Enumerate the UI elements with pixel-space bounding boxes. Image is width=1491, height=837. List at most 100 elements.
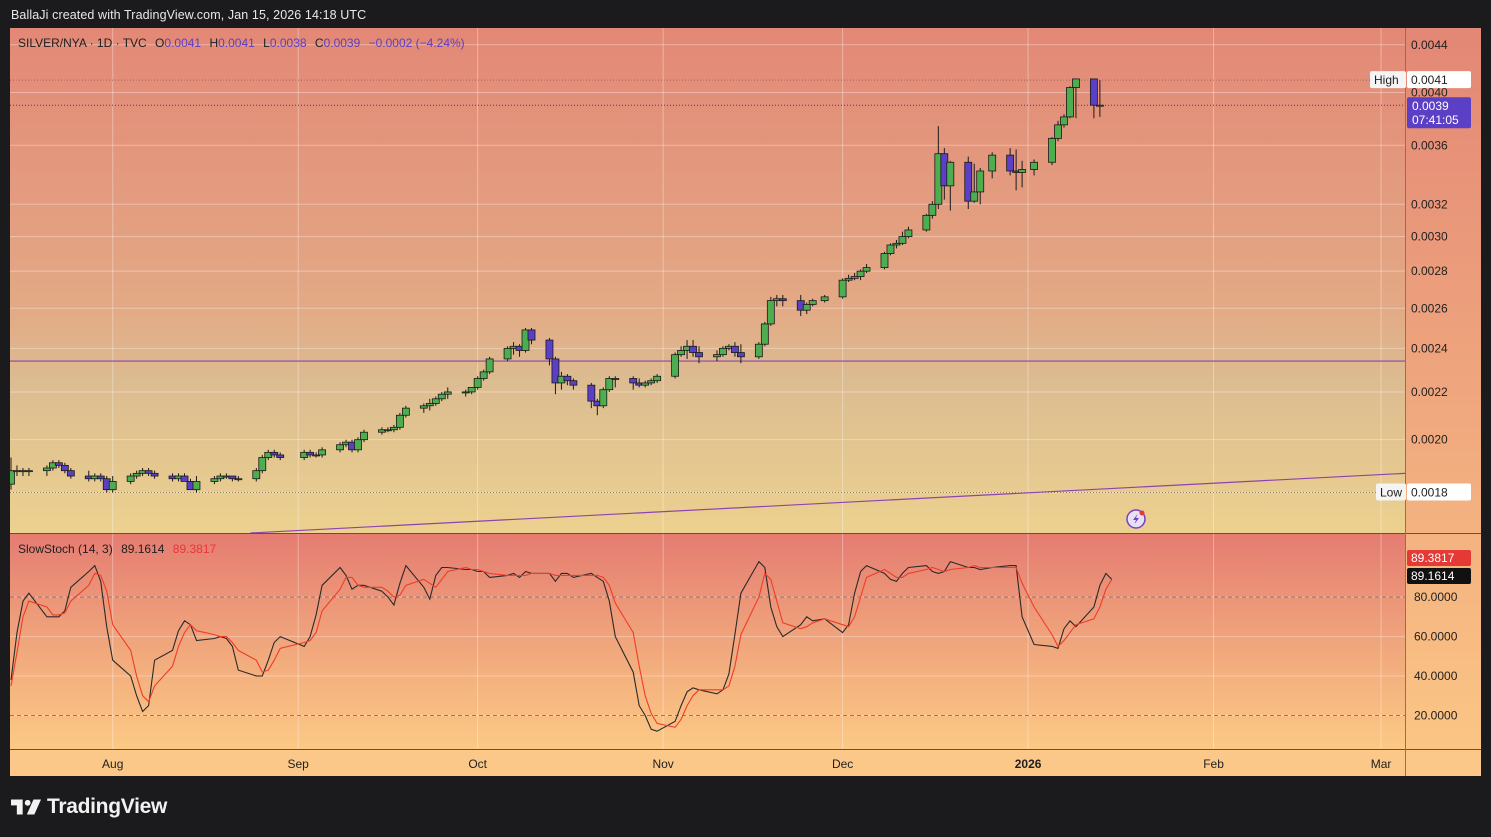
candle-body <box>234 478 243 481</box>
low-tag-text: Low <box>1380 485 1402 499</box>
candle-body <box>384 429 392 432</box>
candle-body <box>180 475 189 482</box>
candle-body <box>653 375 662 382</box>
tradingview-brand[interactable]: TradingView <box>11 795 167 819</box>
stoch-d-value: 89.3817 <box>172 542 217 556</box>
candle-body <box>306 451 315 456</box>
tradingview-logo-icon <box>11 799 41 815</box>
candle-body <box>431 398 440 404</box>
candle-body <box>922 214 931 231</box>
time-axis-label: Dec <box>832 757 853 771</box>
price-axis-label: 0.0036 <box>1411 138 1448 152</box>
price-axis-label: 0.0024 <box>1411 341 1448 355</box>
candle-body <box>395 414 404 428</box>
low-value: L0.0038 <box>263 36 307 50</box>
candle-body <box>892 242 901 246</box>
candle-body <box>354 439 362 451</box>
candle-body <box>312 454 321 457</box>
candle-body <box>10 470 15 485</box>
drawing-lines <box>10 79 1406 534</box>
stoch-axis-label: 40.0000 <box>1414 669 1458 683</box>
candle-body <box>964 161 973 202</box>
candle-body <box>856 270 865 277</box>
candle-body <box>126 475 135 482</box>
candle-body <box>629 378 638 384</box>
stoch-axis-label: 80.0000 <box>1414 590 1458 604</box>
candle-body <box>904 229 913 238</box>
stoch-axis-label: 60.0000 <box>1414 630 1458 644</box>
candle-body <box>503 347 512 360</box>
high-tag-box <box>1370 71 1406 89</box>
symbol-label[interactable]: SILVER/NYA · 1D · TVC <box>18 36 147 50</box>
candle-body <box>108 481 117 491</box>
time-axis-label: Sep <box>287 757 309 771</box>
time-axis-label: Mar <box>1371 757 1392 771</box>
candle-body <box>563 375 572 382</box>
time-axis-label: 2026 <box>1015 757 1042 771</box>
low-tag-box <box>1376 483 1406 501</box>
candle-body <box>1060 116 1068 126</box>
candle-body <box>1006 154 1015 172</box>
candles <box>10 78 1104 493</box>
candle-body <box>461 391 470 394</box>
price-axis-label: 0.0020 <box>1411 433 1448 447</box>
candle-body <box>390 426 398 431</box>
stoch-legend: SlowStoch (14, 3) 89.1614 89.3817 <box>18 542 221 556</box>
chart-frame[interactable]: Aug Sep Oct Nov Dec 2026 Feb Mar 0.0044 0.0040 0.0… <box>10 28 1481 776</box>
brand-name: TradingView <box>47 795 168 818</box>
stoch-pane-bg <box>10 534 1405 749</box>
candle-body <box>1089 78 1098 106</box>
price-axis-label: 0.0026 <box>1411 301 1448 315</box>
candle-body <box>970 191 979 202</box>
candle-body <box>569 380 578 386</box>
candle-body <box>689 345 697 353</box>
price-axis-label: 0.0022 <box>1411 385 1448 399</box>
candle-body <box>976 170 985 193</box>
stoch-k-value: 89.1614 <box>121 542 165 556</box>
stoch-d-line <box>10 565 1113 728</box>
candle-body <box>862 267 871 272</box>
change-value: −0.0002 (−4.24%) <box>368 36 465 50</box>
candle-body <box>754 343 763 358</box>
stoch-k-line <box>10 560 1113 732</box>
candle-body <box>467 387 476 393</box>
candle-body <box>713 354 721 358</box>
time-axis-bg[interactable] <box>10 750 1481 776</box>
high-value: H0.0041 <box>209 36 255 50</box>
stoch-d-badge-box <box>1407 550 1471 566</box>
stoch-axis-label: 20.0000 <box>1414 708 1458 722</box>
price-axis-label: 0.0030 <box>1411 230 1448 244</box>
stoch-k-badge-box <box>1407 568 1471 584</box>
time-axis-label: Feb <box>1203 757 1224 771</box>
candle-body <box>443 391 452 395</box>
last-price-badge <box>1407 97 1471 129</box>
candle-body <box>336 444 344 451</box>
candle-body <box>425 403 434 407</box>
candle-body <box>647 380 656 384</box>
candle-body <box>605 378 614 391</box>
candle-body <box>479 371 488 379</box>
candle-body <box>545 339 554 360</box>
candle-body <box>599 389 608 407</box>
high-value-badge-text: 0.0041 <box>1411 73 1448 87</box>
chart-canvas[interactable]: Aug Sep Oct Nov Dec 2026 Feb Mar0.00440.00400.0… <box>10 28 1481 776</box>
candle-body <box>54 462 63 466</box>
candle-body <box>719 347 727 356</box>
price-axis-bg[interactable] <box>1406 28 1481 749</box>
candle-body <box>946 161 955 187</box>
close-value: C0.0039 <box>314 36 361 50</box>
candle-body <box>1072 78 1080 88</box>
replay-icon[interactable] <box>1126 509 1146 529</box>
candle-body <box>1030 161 1038 170</box>
candle-body <box>641 382 650 386</box>
open-value: O0.0041 <box>155 36 202 50</box>
low-value-badge-box <box>1407 483 1471 501</box>
candle-body <box>766 300 775 325</box>
price-axis-label: 0.0040 <box>1411 86 1448 100</box>
candle-body <box>252 470 261 480</box>
stoch-indicator-name[interactable]: SlowStoch (14, 3) <box>18 542 113 556</box>
stoch-d-badge-text: 89.3817 <box>1411 551 1455 565</box>
trend-line <box>250 472 1406 534</box>
candle-body <box>928 203 937 216</box>
